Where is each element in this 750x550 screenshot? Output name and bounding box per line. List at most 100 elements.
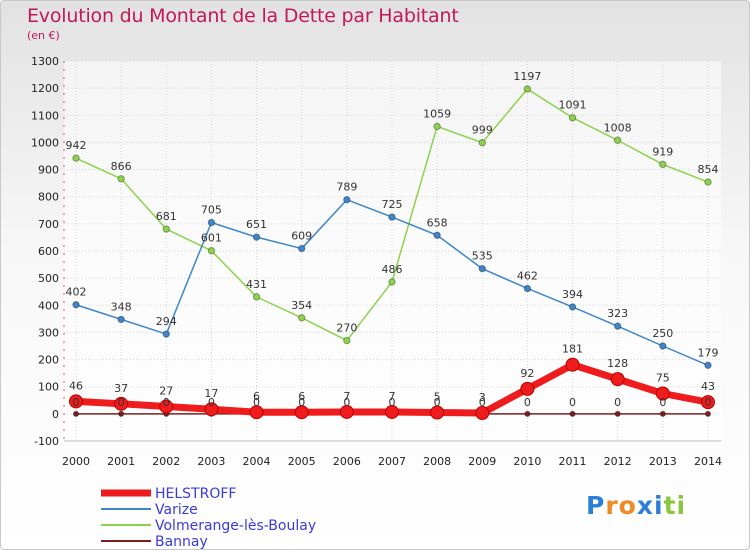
data-label: 431 — [246, 278, 267, 291]
data-label: 1197 — [513, 70, 541, 83]
data-label: 0 — [73, 396, 80, 409]
data-label: 5 — [434, 391, 441, 404]
data-label: 354 — [291, 299, 312, 312]
data-label: 705 — [201, 204, 222, 217]
data-point — [69, 394, 83, 409]
y-tick-label: 100 — [38, 381, 59, 394]
data-label: 789 — [336, 181, 357, 194]
data-label: 27 — [159, 385, 173, 398]
data-point — [117, 315, 125, 324]
data-label: 43 — [701, 380, 715, 393]
data-label: 651 — [246, 218, 267, 231]
x-tick-label: 2001 — [107, 455, 135, 468]
data-point — [252, 233, 261, 241]
data-label: 181 — [562, 343, 583, 356]
data-point — [343, 196, 351, 204]
y-tick-label: -100 — [34, 435, 59, 448]
y-tick-label: 1200 — [31, 82, 59, 95]
data-point — [72, 410, 80, 417]
data-label: 658 — [427, 216, 448, 229]
data-label: 0 — [298, 396, 305, 409]
y-tick-label: 300 — [38, 326, 59, 339]
data-point — [162, 225, 170, 233]
data-point — [384, 404, 399, 419]
data-point — [478, 264, 486, 273]
y-tick-label: 400 — [38, 299, 59, 312]
data-label: 942 — [66, 139, 87, 152]
data-point — [523, 284, 532, 293]
data-label: 854 — [697, 163, 718, 176]
x-tick-label: 2006 — [333, 455, 361, 468]
data-label: 250 — [652, 327, 673, 340]
data-point — [162, 330, 170, 338]
data-label: 0 — [704, 396, 711, 409]
data-label: 323 — [607, 307, 628, 320]
data-point — [430, 405, 445, 420]
data-point — [433, 122, 441, 131]
data-point — [659, 342, 667, 350]
data-point — [72, 301, 80, 309]
y-tick-label: 1100 — [31, 109, 59, 122]
data-point — [704, 410, 712, 417]
chart-title: Evolution du Montant de la Dette par Hab… — [27, 5, 459, 27]
data-label: 270 — [336, 322, 357, 335]
data-label: 681 — [156, 210, 177, 223]
data-label: 0 — [659, 396, 666, 409]
data-point — [659, 410, 666, 417]
x-tick-label: 2012 — [604, 455, 632, 468]
data-point — [568, 114, 577, 122]
data-label: 1008 — [604, 121, 632, 134]
data-point — [298, 314, 306, 322]
data-point — [569, 410, 576, 417]
data-label: 0 — [208, 396, 215, 409]
y-tick-label: 700 — [38, 218, 59, 231]
data-point — [524, 410, 531, 417]
data-point — [614, 410, 621, 417]
data-label: 92 — [520, 367, 534, 380]
data-point — [249, 405, 264, 420]
x-tick-label: 2008 — [423, 455, 451, 468]
data-label: 609 — [291, 230, 312, 243]
data-label: 1059 — [423, 107, 451, 120]
data-point — [655, 386, 670, 401]
data-point — [207, 218, 216, 227]
data-label: 919 — [652, 145, 673, 158]
data-point — [475, 406, 490, 421]
x-tick-label: 2013 — [649, 455, 677, 468]
data-label: 0 — [569, 396, 576, 409]
x-tick-label: 2002 — [152, 455, 180, 468]
y-tick-label: 800 — [38, 191, 59, 204]
data-point — [433, 231, 441, 239]
legend-label: HELSTROFF — [155, 486, 236, 502]
data-label: 0 — [343, 396, 350, 409]
data-point — [478, 139, 486, 147]
x-tick-label: 2014 — [694, 455, 722, 468]
data-point — [252, 293, 261, 301]
data-point — [294, 405, 309, 420]
data-label: 725 — [381, 198, 402, 211]
data-point — [700, 395, 715, 410]
x-tick-label: 2005 — [288, 455, 316, 468]
data-label: 6 — [253, 390, 260, 403]
x-tick-label: 2007 — [378, 455, 406, 468]
data-point — [118, 410, 125, 417]
data-label: 462 — [517, 269, 538, 282]
data-point — [613, 322, 622, 330]
data-label: 601 — [201, 232, 222, 245]
data-point — [565, 357, 580, 372]
data-label: 128 — [607, 357, 628, 370]
data-point — [613, 136, 622, 144]
x-tick-label: 2004 — [243, 455, 271, 468]
data-label: 179 — [697, 346, 718, 359]
proxiti-logo: Proxiti — [586, 491, 687, 520]
data-label: 348 — [111, 300, 132, 313]
data-point — [388, 213, 396, 221]
data-label: 294 — [156, 315, 177, 328]
data-label: 7 — [388, 390, 395, 403]
data-label: 999 — [472, 124, 493, 137]
data-label: 394 — [562, 288, 583, 301]
data-label: 0 — [118, 396, 125, 409]
y-tick-label: 500 — [38, 272, 59, 285]
data-label: 0 — [253, 396, 260, 409]
